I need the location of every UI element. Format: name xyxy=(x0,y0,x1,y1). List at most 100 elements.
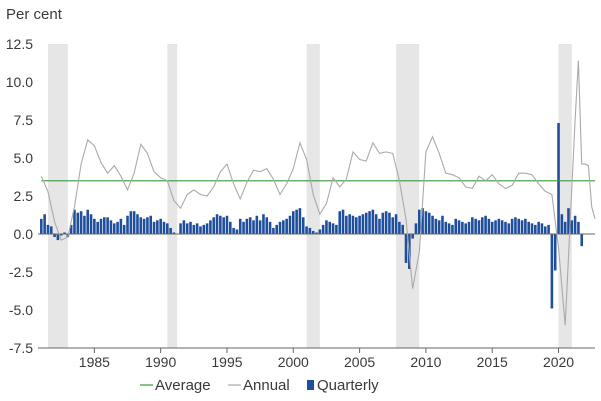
quarterly-bar xyxy=(285,218,288,234)
quarterly-bar xyxy=(291,211,295,234)
quarterly-bar xyxy=(351,215,355,234)
quarterly-bar xyxy=(500,220,504,234)
quarterly-bar xyxy=(537,221,540,234)
quarterly-bar xyxy=(563,221,567,234)
quarterly-bar xyxy=(262,214,265,234)
quarterly-bar xyxy=(238,218,242,234)
quarterly-bar xyxy=(248,217,252,234)
quarterly-bar xyxy=(510,218,514,234)
quarterly-bar xyxy=(146,217,149,234)
quarterly-bar xyxy=(378,218,381,234)
quarterly-bar xyxy=(49,226,53,234)
quarterly-bar xyxy=(166,223,169,234)
quarterly-bar xyxy=(73,209,76,234)
quarterly-bar xyxy=(59,234,63,236)
quarterly-bar xyxy=(152,221,156,234)
quarterly-bar xyxy=(461,221,464,234)
quarterly-bar xyxy=(335,224,338,234)
quarterly-bar xyxy=(484,215,487,234)
quarterly-bar xyxy=(560,214,564,234)
quarterly-bar xyxy=(142,218,146,234)
quarterly-bar xyxy=(103,217,106,234)
quarterly-bar xyxy=(348,214,351,234)
quarterly-bar xyxy=(63,232,66,234)
quarterly-bar xyxy=(573,215,577,234)
quarterly-bar xyxy=(524,218,527,234)
quarterly-bar xyxy=(298,208,302,234)
quarterly-bar xyxy=(494,220,497,234)
quarterly-bar xyxy=(132,211,136,234)
quarterly-bar xyxy=(577,221,580,234)
quarterly-bar xyxy=(437,220,441,234)
quarterly-bar xyxy=(195,223,199,234)
quarterly-bar xyxy=(301,217,305,234)
quarterly-bars xyxy=(40,123,584,309)
quarterly-bar xyxy=(364,212,368,234)
quarterly-bar xyxy=(338,211,342,234)
quarterly-bar xyxy=(454,218,458,234)
quarterly-bar xyxy=(394,214,398,234)
quarterly-bar xyxy=(225,215,229,234)
quarterly-bar xyxy=(209,220,212,234)
quarterly-bar xyxy=(93,218,96,234)
quarterly-bar xyxy=(275,224,279,234)
quarterly-bar xyxy=(467,221,471,234)
quarterly-bar xyxy=(182,220,186,234)
quarterly-bar xyxy=(318,229,322,234)
quarterly-bar xyxy=(122,224,126,234)
x-tick-label: 1995 xyxy=(211,354,242,370)
quarterly-bar xyxy=(159,218,162,234)
y-tick-label: -2.5 xyxy=(9,264,33,280)
quarterly-bar xyxy=(424,211,428,234)
quarterly-bar xyxy=(464,223,467,234)
quarterly-bar xyxy=(361,214,365,234)
legend-label: Average xyxy=(155,377,211,394)
quarterly-bar xyxy=(543,226,547,234)
quarterly-bar xyxy=(235,229,239,234)
quarterly-bar xyxy=(570,220,574,234)
quarterly-bar xyxy=(427,212,431,234)
quarterly-bar xyxy=(179,223,182,234)
quarterly-bar xyxy=(517,218,521,234)
recession-band xyxy=(47,44,68,348)
quarterly-bar xyxy=(202,224,206,234)
quarterly-bar xyxy=(116,221,119,234)
quarterly-bar xyxy=(282,220,285,234)
quarterly-bar xyxy=(331,223,335,234)
quarterly-bar xyxy=(315,232,318,234)
quarterly-bar xyxy=(504,221,507,234)
quarterly-bar xyxy=(272,227,275,234)
x-tick-label: 2015 xyxy=(477,354,508,370)
quarterly-bar xyxy=(199,226,202,234)
x-tick-label: 1990 xyxy=(145,354,176,370)
quarterly-bar xyxy=(434,218,438,234)
quarterly-bar xyxy=(232,227,235,234)
quarterly-bar xyxy=(106,217,109,234)
quarterly-bar xyxy=(295,209,298,234)
y-unit-label: Per cent xyxy=(6,6,63,23)
quarterly-bar xyxy=(477,220,481,234)
quarterly-bar xyxy=(321,224,325,234)
quarterly-bar xyxy=(86,209,90,234)
recession-band xyxy=(558,44,572,348)
annual-line xyxy=(40,60,596,326)
quarterly-bar xyxy=(79,211,83,234)
y-tick-label: -5.0 xyxy=(9,302,33,318)
y-tick-label: 5.0 xyxy=(14,150,34,166)
y-tick-label: 10.0 xyxy=(6,74,33,90)
y-tick-label: 7.5 xyxy=(14,112,34,128)
quarterly-bar xyxy=(381,212,385,234)
quarterly-bar xyxy=(507,223,511,234)
quarterly-bar xyxy=(341,209,345,234)
quarterly-bar xyxy=(457,220,461,234)
quarterly-bar xyxy=(189,221,192,234)
quarterly-bar xyxy=(354,217,358,234)
quarterly-bar xyxy=(497,218,501,234)
quarterly-bar xyxy=(471,217,474,234)
quarterly-bar xyxy=(550,234,554,309)
quarterly-bar xyxy=(534,224,537,234)
quarterly-bar xyxy=(431,215,434,234)
quarterly-bar xyxy=(520,220,524,234)
legend-label: Quarterly xyxy=(317,377,379,394)
quarterly-bar xyxy=(391,217,395,234)
